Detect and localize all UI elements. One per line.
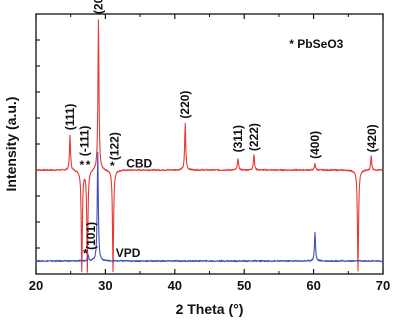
curve-label-cbd: CBD (126, 156, 152, 170)
legend-pbseo3: * PbSeO3 (289, 37, 343, 51)
impurity-marker: * (79, 158, 84, 172)
peak-label: (111) (63, 104, 77, 131)
peak-label: (101) (84, 222, 98, 250)
peak-label: (200) (91, 0, 105, 14)
impurity-marker: * (86, 158, 91, 172)
x-tick-label: 50 (237, 278, 251, 293)
x-tick-label: 70 (376, 278, 390, 293)
y-axis-title: Intensity (a.u.) (3, 97, 19, 192)
peak-label: (311) (231, 125, 245, 152)
impurity-marker: * (110, 159, 115, 173)
series-line-vpd (35, 151, 384, 263)
x-tick-label: 60 (306, 278, 320, 293)
impurity-marker: * (83, 246, 88, 260)
series-layer (35, 19, 384, 273)
peak-label: (122) (107, 132, 121, 160)
series-line-cbd (35, 19, 384, 273)
x-tick-label: 40 (168, 278, 182, 293)
peak-label: (-111) (78, 126, 92, 157)
x-tick-label: 20 (29, 278, 43, 293)
plot-frame: 20 30 40 50 60 70 2 Theta (°) Intensity (a.u.) (3, 13, 390, 317)
curve-label-vpd: VPD (116, 246, 141, 260)
label-layer: (111)(-111) (200) (122) (220) (311) (222) (400… (63, 0, 379, 260)
peak-label: (420) (365, 124, 379, 152)
peak-label: (220) (178, 91, 192, 119)
peak-label: (400) (308, 131, 322, 159)
peak-label: (222) (247, 123, 261, 151)
x-tick-label: 30 (98, 278, 112, 293)
x-axis-title: 2 Theta (°) (176, 301, 244, 317)
